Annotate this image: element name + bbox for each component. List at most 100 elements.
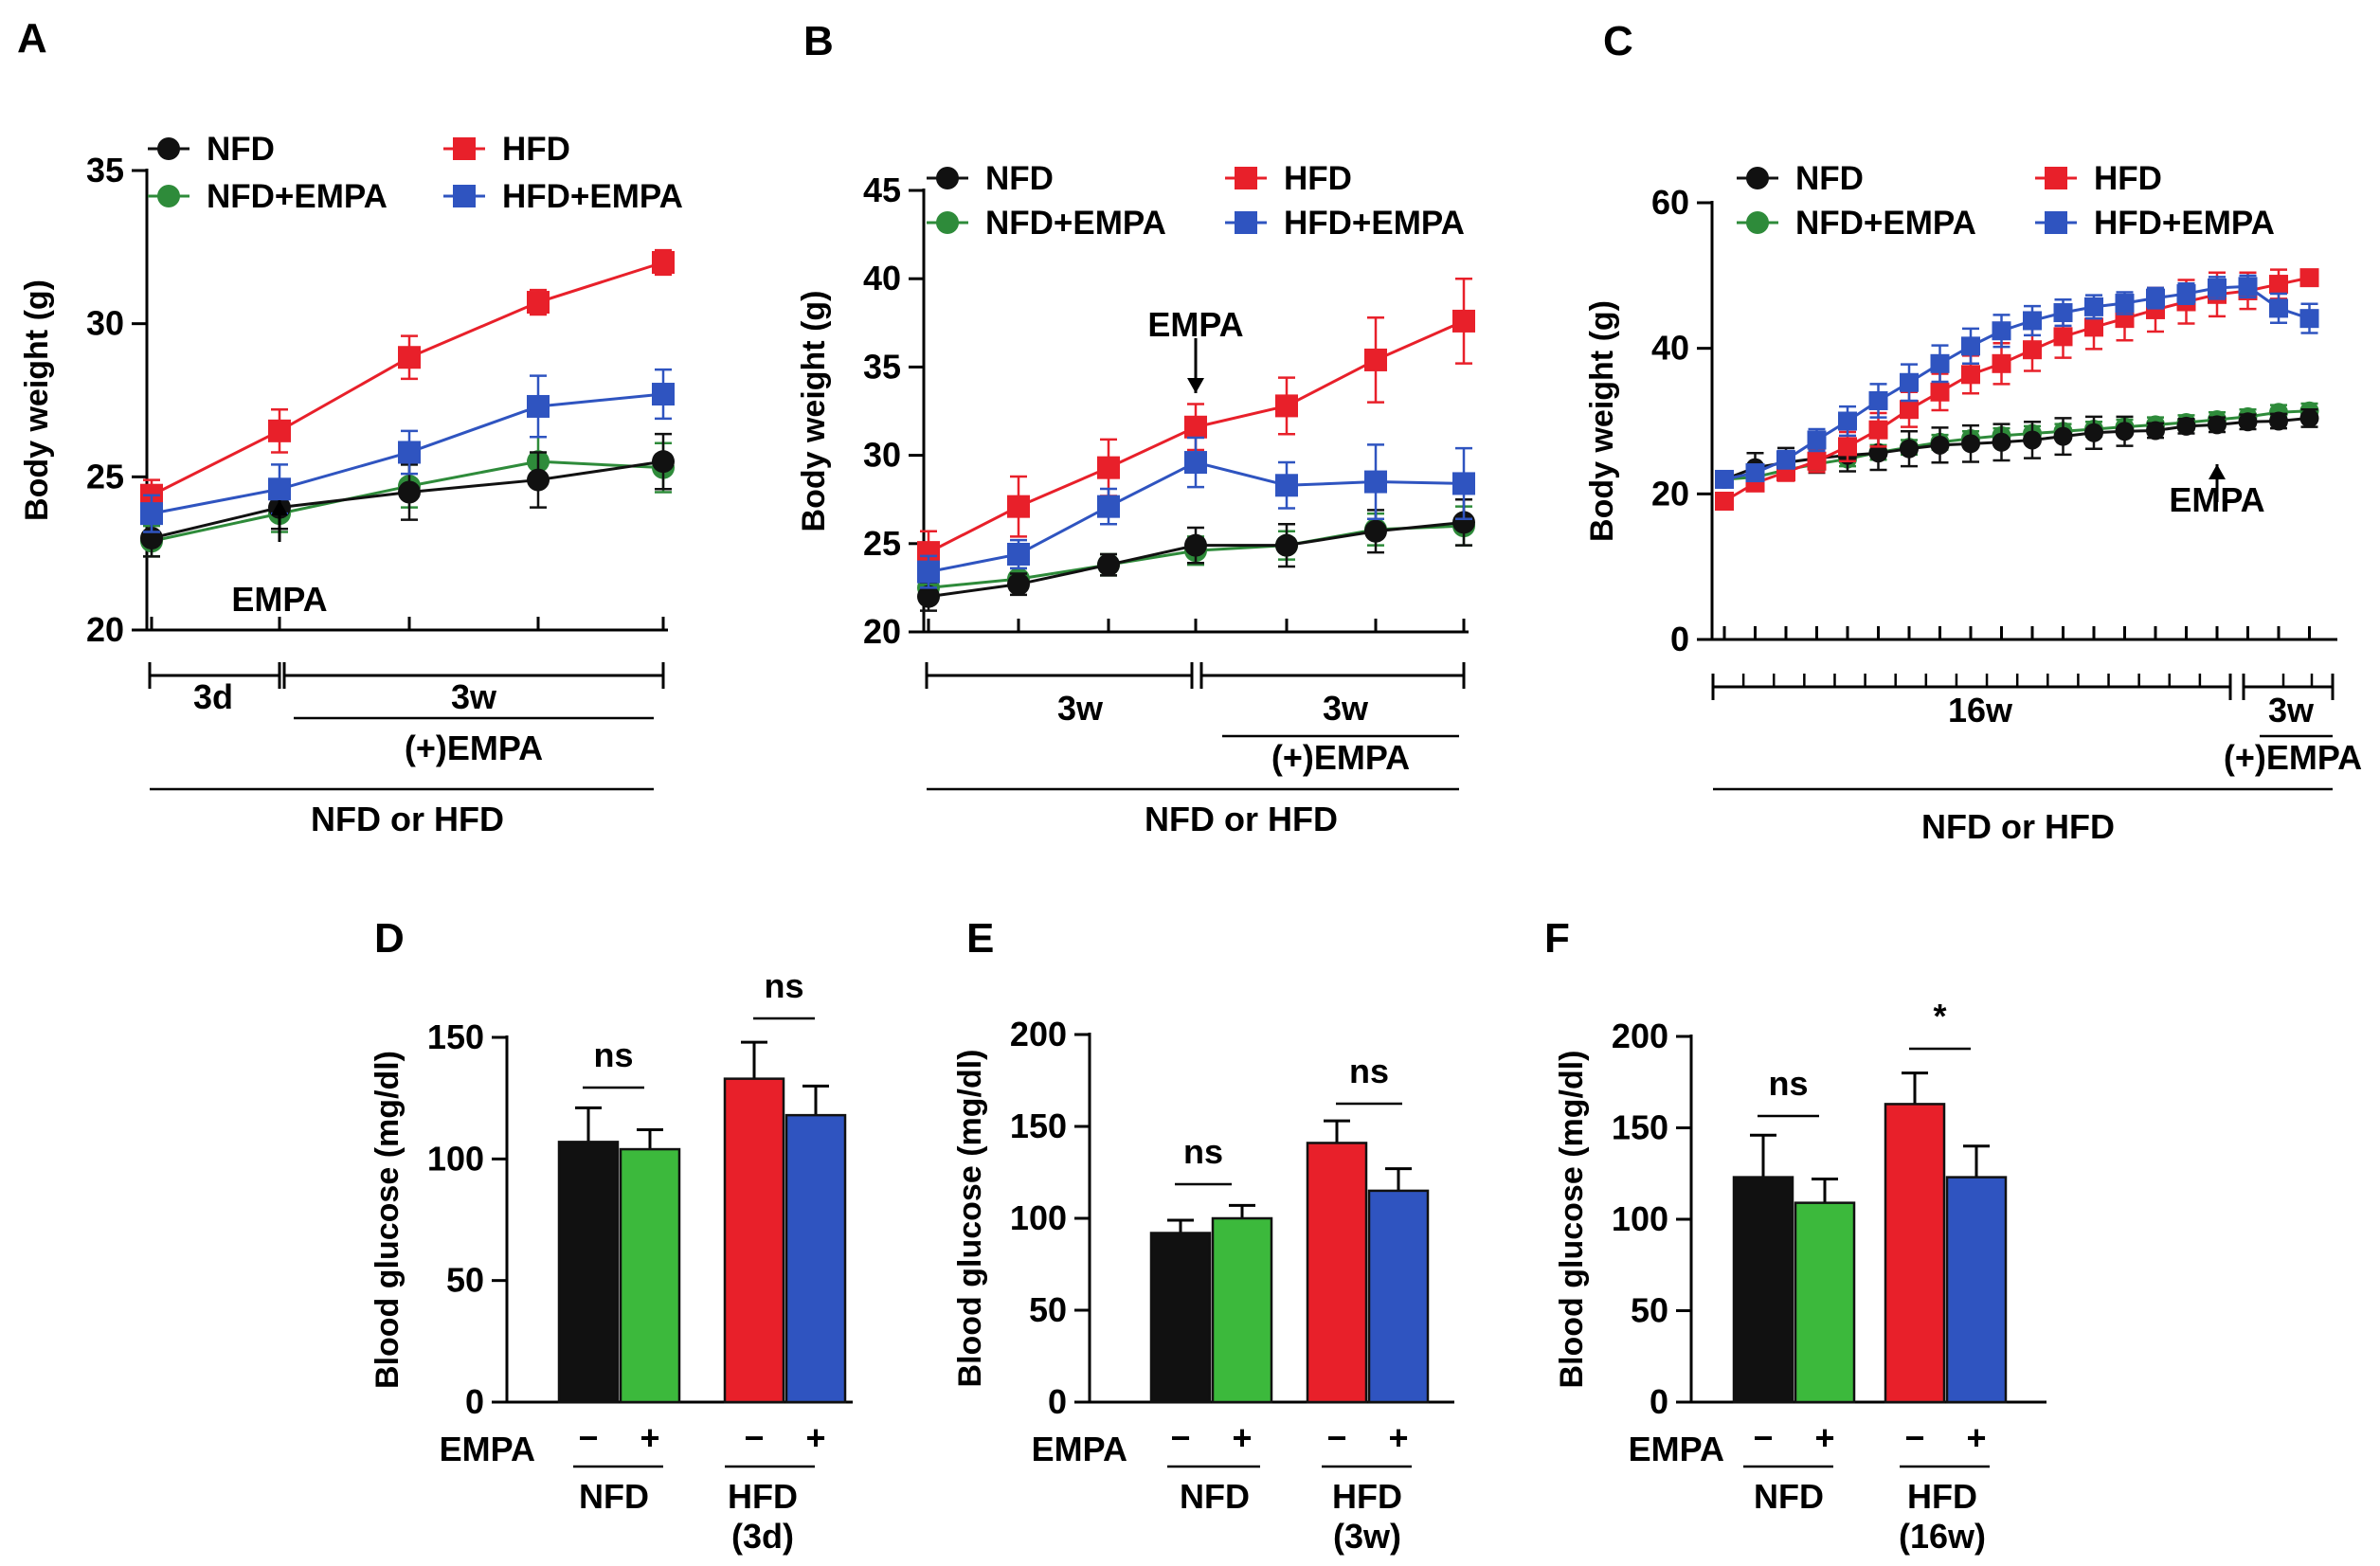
significance-label: ns [593,1035,633,1074]
bar [619,1147,681,1404]
data-point [2053,303,2073,323]
series-nfd-plus-empa [1715,401,2319,489]
data-point [652,383,675,406]
data-point [1364,470,1387,494]
data-point [1275,394,1298,418]
data-point [1900,400,1919,420]
annotation-label: EMPA [231,580,327,619]
data-point [268,419,291,442]
data-point [1807,451,1827,471]
diet-label: NFD or HFD [311,800,504,838]
series-hfd [140,248,675,513]
timeline-segment-label: 3w [451,677,497,716]
legend-label: NFD [207,131,275,168]
data-point [1992,321,2011,341]
y-tick-label: 50 [446,1261,484,1300]
legend-label: HFD [1284,160,1352,197]
y-tick-label: 150 [1010,1107,1067,1145]
data-point [2023,340,2042,360]
y-axis-label: Body weight (g) [1584,300,1620,542]
legend-label: HFD+EMPA [2094,205,2275,242]
data-point [1364,348,1387,371]
y-tick-label: 25 [86,457,124,495]
data-point [527,394,550,418]
y-axis-label: Body weight (g) [19,279,55,521]
empa-sign: − [1170,1418,1190,1457]
y-tick-label: 0 [1650,1382,1668,1421]
data-point [1715,492,1734,512]
legend-marker [157,137,180,160]
data-point [1275,474,1298,497]
group-label: HFD [1907,1477,1977,1516]
y-tick-label: 35 [86,151,124,189]
series-hfd [917,277,1475,575]
legend-marker [157,185,180,207]
timeline: 3d 3w (+)EMPA NFD or HFD [148,662,665,838]
data-point [2146,421,2165,441]
data-point [2084,317,2103,337]
timeline: 3w 3w (+)EMPA NFD or HFD [925,662,1466,838]
legend-marker [1746,167,1769,189]
y-tick-label: 100 [427,1139,484,1178]
empa-sign: − [1753,1418,1773,1457]
data-point [1868,390,1888,410]
annotation-arrow-head [1187,378,1204,393]
legend-marker [936,211,959,234]
series-hfd-plus-empa [917,436,1475,589]
legend-marker [453,137,476,160]
empa-label: EMPA [440,1430,535,1468]
panel-label: F [1544,915,1570,962]
group-label: NFD [1754,1477,1824,1516]
legend-label: NFD+EMPA [985,205,1166,242]
group-label: NFD [1180,1477,1250,1516]
data-point [652,251,675,274]
panel-B: B 20 25 30 35 40 45 Body weight (g) NFD HFD NFD+EM… [796,18,1475,838]
data-point [398,480,421,504]
series-hfd [1715,268,2319,512]
y-tick-label: 25 [863,524,901,563]
significance-label: ns [1183,1132,1223,1171]
data-point [1007,542,1030,566]
data-point [1900,372,1919,392]
timeline: 16w 3w (+)EMPA NFD or HFD [1711,674,2362,846]
annotation-label: EMPA [2169,480,2264,519]
legend-label: NFD+EMPA [207,178,388,215]
data-point [917,560,940,584]
data-point [1097,553,1120,577]
timeline-segment-label: 3w [2268,691,2315,729]
empa-sign: − [1326,1418,1346,1457]
y-tick-label: 0 [1048,1382,1067,1421]
legend-label: HFD [2094,160,2162,197]
legend: NFD HFD NFD+EMPA HFD+EMPA [1737,160,2275,242]
empa-sign: + [1232,1418,1252,1457]
panel-label: E [966,915,994,962]
y-tick-label: 20 [1651,474,1689,513]
data-point [1715,469,1734,489]
empa-sign: + [1388,1418,1408,1457]
y-tick-label: 30 [863,436,901,475]
data-point [652,450,675,474]
bar [1794,1201,1856,1404]
significance-label: * [1933,997,1946,1035]
data-point [1961,365,1980,385]
data-point [1992,353,2011,373]
data-point [2176,284,2196,304]
empa-sign: + [1814,1418,1834,1457]
y-tick-label: 0 [1670,620,1689,658]
bar [1306,1142,1368,1404]
y-tick-label: 100 [1612,1199,1668,1238]
annotation-label: EMPA [1147,305,1243,344]
data-point [917,585,940,608]
legend-marker [1746,211,1769,234]
y-tick-label: 50 [1029,1290,1067,1329]
empa-sign: − [578,1418,598,1457]
y-axis-label: Blood glucose (mg/dl) [370,1051,406,1389]
data-point [1930,435,1950,455]
y-tick-label: 45 [863,171,901,209]
panel-A: A 20 25 30 35 Body weight (g) NFD HFD NFD+EMPA HF… [17,15,683,838]
series-hfd-plus-empa [1715,274,2319,489]
data-point [2115,294,2135,314]
data-point [1930,382,1950,402]
bar [1211,1216,1273,1404]
